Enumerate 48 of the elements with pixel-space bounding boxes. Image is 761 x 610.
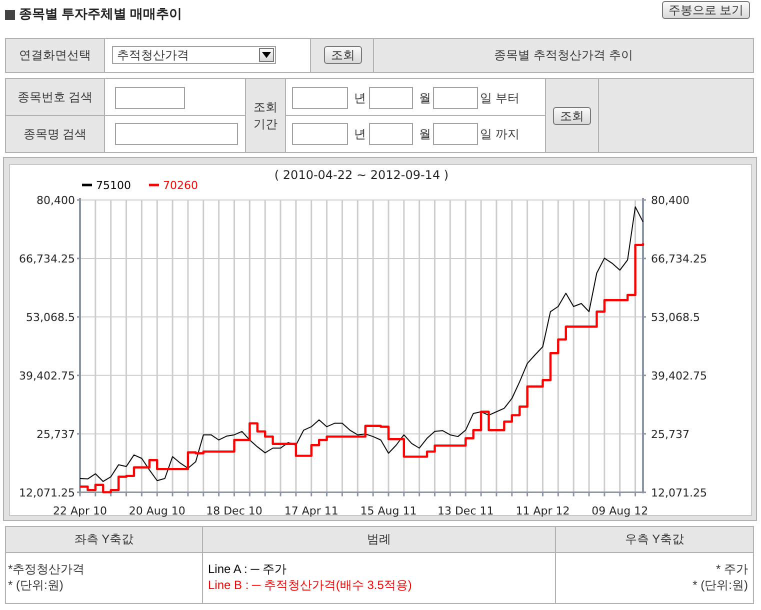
y2-tick-label: 66,734.25 [651,252,707,266]
y2-tick-label: 12,071.25 [651,486,707,500]
text: 연결화면선택 [5,38,105,73]
legend-label: 75100 [96,179,131,192]
text: 년 [353,90,367,106]
y-tick-label: 53,068.5 [26,310,75,324]
x-tick-label: 18 Dec 10 [206,504,262,518]
x-tick-label: 20 Aug 10 [128,504,186,518]
text: 종목별 추적청산가격 추이 [373,38,754,73]
y2-tick-label: 53,068.5 [651,310,700,324]
text: 추적청산가격 [112,46,276,64]
text: 종목별 투자주체별 매매추이 [19,5,184,23]
text: * (단위:원) [692,577,748,593]
x-tick-label: 17 Apr 11 [284,504,338,518]
text: 월 [418,90,432,106]
text: 종목번호 검색 [5,78,105,116]
y-tick-label: 39,402.75 [19,369,75,382]
text: 일 부터 [480,90,520,106]
text: Line A : ─ 주가 [208,561,288,577]
text: 년 [353,126,367,142]
x-tick-label: 11 Apr 12 [516,504,570,518]
y-tick-label: 25,737 [36,428,75,441]
text: 좌측 Y축값 [5,526,203,553]
y2-tick-label: 80,400 [651,194,690,207]
legend-label: 70260 [163,179,198,192]
y-tick-label: 12,071.25 [19,486,75,500]
text: *추정청산가격 [8,561,86,577]
x-tick-label: 22 Apr 10 [52,504,108,518]
text: Line B : ─ 추적청산가격(배수 3.5적용) [208,577,413,593]
x-tick-label: 09 Aug 12 [592,504,648,518]
text: 조회 [553,107,591,125]
text: * 주가 [714,561,748,577]
y-tick-label: 66,734.25 [19,252,75,266]
y2-tick-label: 25,737 [651,428,690,441]
text: 주봉으로 보기 [662,1,750,19]
chart-title: ( 2010-04-22 ~ 2012-09-14 ) [274,168,449,182]
text: 조회 기간 [245,78,286,153]
text: * (단위:원) [8,577,64,593]
text: 월 [418,126,432,142]
text: 우측 Y축값 [555,526,754,553]
x-tick-label: 13 Dec 11 [437,504,494,518]
x-tick-label: 15 Aug 11 [360,504,417,518]
text: 일 까지 [480,126,520,142]
text: 종목명 검색 [5,115,105,153]
text: 범례 [202,526,556,553]
y-tick-label: 80,400 [36,194,75,207]
text: 조회 [324,46,362,64]
y2-tick-label: 39,402.75 [651,369,707,382]
